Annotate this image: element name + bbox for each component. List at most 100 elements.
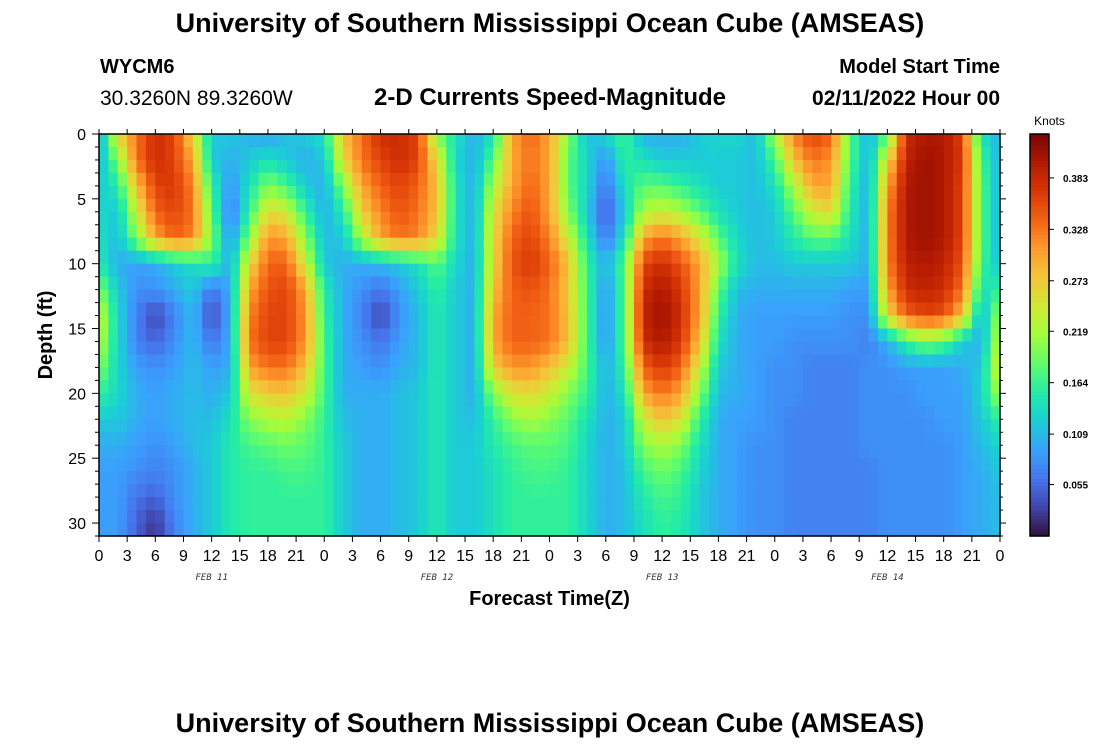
heatmap-cell <box>821 458 832 472</box>
heatmap-cell <box>530 315 541 330</box>
heatmap-cell <box>483 224 494 239</box>
heatmap-cell <box>286 198 297 213</box>
heatmap-cell <box>530 224 541 239</box>
heatmap-cell <box>136 497 147 511</box>
heatmap-cell <box>633 354 644 369</box>
heatmap-cell <box>239 458 250 472</box>
heatmap-cell <box>737 185 748 200</box>
heatmap-cell <box>812 484 823 498</box>
heatmap-cell <box>446 146 457 161</box>
heatmap-cell <box>812 276 823 291</box>
heatmap-cell <box>990 354 1001 369</box>
heatmap-cell <box>108 172 119 187</box>
heatmap-cell <box>286 341 297 356</box>
heatmap-cell <box>793 471 804 485</box>
heatmap-cell <box>953 523 964 537</box>
heatmap-cell <box>258 302 269 317</box>
heatmap-cell <box>915 367 926 381</box>
heatmap-cell <box>164 341 175 356</box>
heatmap-cell <box>446 406 457 420</box>
heatmap-cell <box>258 172 269 187</box>
heatmap-cell <box>877 172 888 187</box>
heatmap-cell <box>343 445 354 459</box>
heatmap-cell <box>127 393 138 407</box>
colorbar-band <box>1030 415 1049 420</box>
heatmap-cell <box>981 172 992 187</box>
heatmap-cell <box>277 393 288 407</box>
heatmap-cell <box>624 276 635 291</box>
heatmap-cell <box>192 497 203 511</box>
heatmap-cell <box>802 419 813 433</box>
heatmap-cell <box>258 263 269 278</box>
heatmap-cell <box>192 263 203 278</box>
heatmap-cell <box>821 172 832 187</box>
heatmap-cell <box>183 276 194 291</box>
heatmap-cell <box>446 224 457 239</box>
heatmap-cell <box>924 458 935 472</box>
heatmap-cell <box>521 289 532 304</box>
heatmap-cell <box>868 146 879 161</box>
heatmap-cell <box>427 354 438 369</box>
heatmap-cell <box>230 224 241 239</box>
heatmap-cell <box>981 406 992 420</box>
heatmap-cell <box>605 432 616 446</box>
heatmap-cell <box>633 432 644 446</box>
heatmap-cell <box>934 471 945 485</box>
heatmap-cell <box>859 406 870 420</box>
heatmap-cell <box>652 185 663 200</box>
heatmap-cell <box>286 302 297 317</box>
heatmap-cell <box>249 134 260 148</box>
heatmap-cell <box>849 406 860 420</box>
heatmap-cell <box>418 406 429 420</box>
heatmap-cell <box>258 315 269 330</box>
heatmap-cell <box>652 198 663 213</box>
heatmap-cell <box>755 146 766 161</box>
heatmap-cell <box>755 445 766 459</box>
heatmap-cell <box>662 276 673 291</box>
heatmap-cell <box>277 471 288 485</box>
heatmap-cell <box>971 289 982 304</box>
heatmap-cell <box>746 276 757 291</box>
heatmap-cell <box>164 445 175 459</box>
heatmap-cell <box>671 471 682 485</box>
heatmap-cell <box>962 367 973 381</box>
heatmap-cell <box>99 445 109 459</box>
heatmap-cell <box>737 276 748 291</box>
heatmap-cell <box>643 484 654 498</box>
heatmap-cell <box>174 211 185 226</box>
heatmap-cell <box>690 134 701 148</box>
heatmap-cell <box>267 367 278 381</box>
heatmap-cell <box>314 134 325 148</box>
heatmap-cell <box>765 185 776 200</box>
heatmap-cell <box>896 523 907 537</box>
heatmap-cell <box>877 458 888 472</box>
heatmap-cell <box>915 354 926 369</box>
heatmap-cell <box>521 250 532 265</box>
heatmap-cell <box>652 146 663 161</box>
heatmap-cell <box>821 146 832 161</box>
heatmap-cell <box>127 134 138 148</box>
heatmap-cell <box>361 315 372 330</box>
heatmap-cell <box>981 237 992 252</box>
heatmap-cell <box>859 198 870 213</box>
heatmap-cell <box>164 159 175 174</box>
heatmap-cell <box>802 302 813 317</box>
colorbar-band <box>1030 241 1049 246</box>
heatmap-cell <box>117 419 128 433</box>
heatmap-cell <box>117 159 128 174</box>
heatmap-cell <box>868 367 879 381</box>
x-tick-label: 3 <box>573 548 582 565</box>
heatmap-cell <box>127 367 138 381</box>
heatmap-cell <box>699 328 710 343</box>
heatmap-cell <box>680 432 691 446</box>
heatmap-cell <box>230 315 241 330</box>
heatmap-cell <box>915 172 926 187</box>
heatmap-cell <box>896 250 907 265</box>
heatmap-cell <box>174 276 185 291</box>
heatmap-cell <box>474 276 485 291</box>
heatmap-cell <box>493 445 504 459</box>
heatmap-cell <box>361 198 372 213</box>
heatmap-cell <box>183 432 194 446</box>
heatmap-cell <box>859 393 870 407</box>
heatmap-cell <box>427 419 438 433</box>
